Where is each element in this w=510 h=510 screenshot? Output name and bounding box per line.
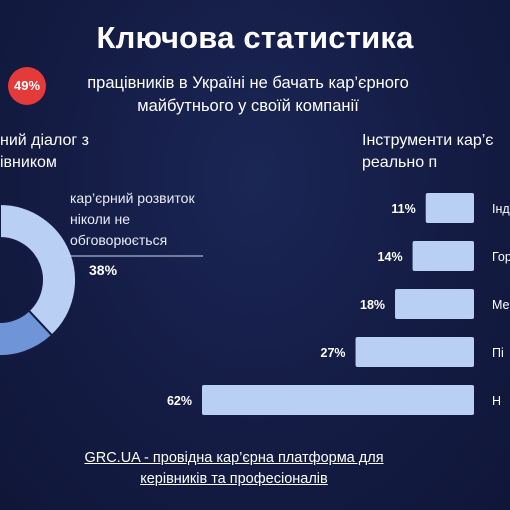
bar <box>202 385 474 415</box>
donut-chart <box>0 202 77 357</box>
bar-category-label: Пі <box>492 346 504 360</box>
donut-slice-secondary <box>0 309 54 357</box>
subtitle: працівників в Україні не бачать кар’єрно… <box>87 74 409 115</box>
bar-category-label: Гор <box>492 250 510 264</box>
bar-category-label: Інд <box>492 202 510 216</box>
donut-slice-main <box>0 202 77 337</box>
left-chart-heading: ний діалог з івником <box>0 132 89 171</box>
bar <box>412 241 474 271</box>
bar-category-label: Н <box>492 394 501 408</box>
bar <box>355 337 474 367</box>
bar-category-label: Ме <box>492 298 510 312</box>
bar-value-label: 62% <box>167 394 192 408</box>
right-chart-heading: Інструменти кар’є реально п <box>362 132 494 171</box>
donut-segment-value: 38% <box>89 262 118 278</box>
bar-value-label: 27% <box>321 346 346 360</box>
bar-value-label: 18% <box>360 298 385 312</box>
donut-segment-label: кар’єрний розвиток ніколи не обговорюєть… <box>70 190 195 248</box>
bar-value-label: 14% <box>378 250 403 264</box>
bar-chart: 11% Інд 14% Гор 18% Ме 27% Пі 62% Н <box>167 193 510 415</box>
footer-link[interactable]: GRC.UA - провідна кар’єрна платформа для… <box>84 450 384 487</box>
bar <box>425 193 474 223</box>
bar <box>395 289 474 319</box>
percent-badge: 49% <box>8 67 46 105</box>
page-title: Ключова статистика <box>96 20 414 55</box>
bar-value-label: 11% <box>391 202 415 216</box>
